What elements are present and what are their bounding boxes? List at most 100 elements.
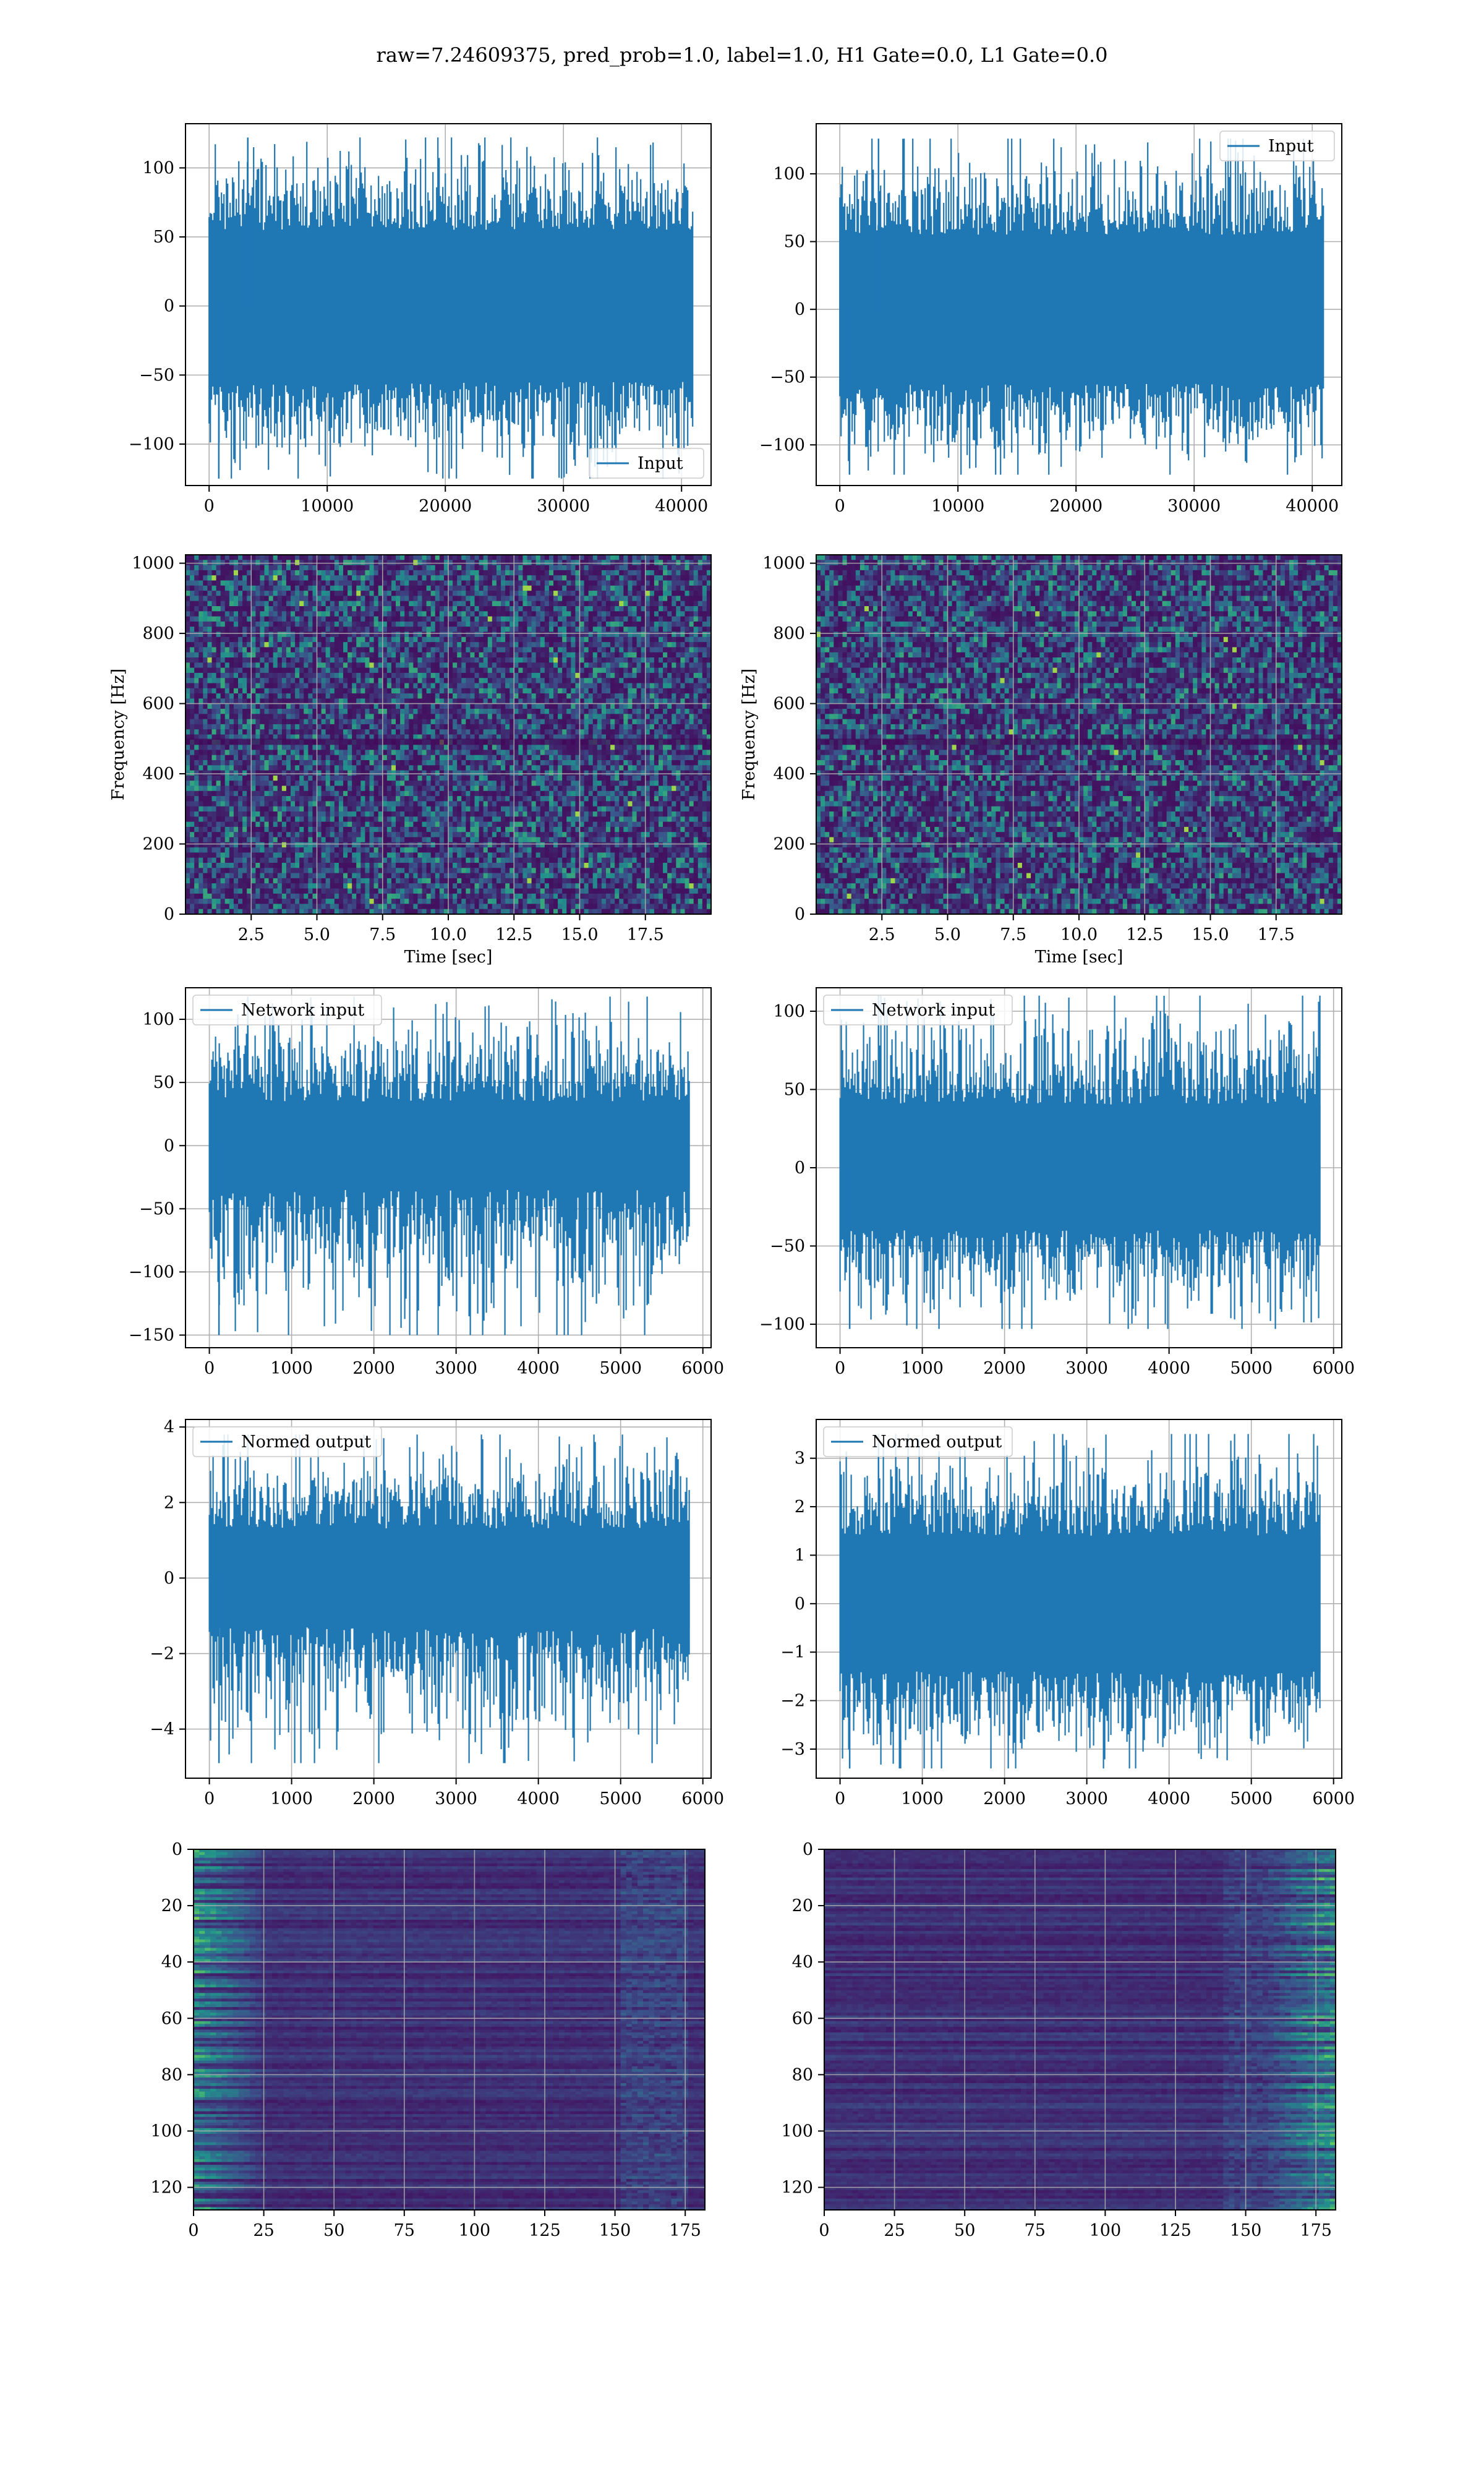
heatmap-cell <box>251 760 256 766</box>
heatmap-cell <box>453 683 458 689</box>
heatmap-cell <box>680 636 686 643</box>
heatmap-cell <box>553 745 558 750</box>
heatmap-cell <box>659 642 663 648</box>
heatmap-cell <box>220 709 226 714</box>
heatmap-cell <box>391 719 396 725</box>
heatmap-cell <box>373 585 379 591</box>
heatmap-cell <box>312 555 318 560</box>
heatmap-cell <box>378 750 383 756</box>
heatmap-cell <box>461 611 466 617</box>
heatmap-cell <box>474 560 480 566</box>
heatmap-cell <box>207 760 213 766</box>
heatmap-cell <box>330 611 335 617</box>
heatmap-cell <box>207 693 213 699</box>
heatmap-cell <box>308 631 313 638</box>
heatmap-cell <box>636 657 642 663</box>
heatmap-cell <box>628 631 633 638</box>
heatmap-cell <box>190 596 195 602</box>
heatmap-cell <box>606 760 611 766</box>
heatmap-cell <box>365 750 370 756</box>
heatmap-cell <box>606 570 611 576</box>
heatmap-cell <box>461 631 466 638</box>
heatmap-cell <box>487 580 493 586</box>
heatmap-cell <box>404 750 409 756</box>
heatmap-cell <box>268 591 274 596</box>
heatmap-cell <box>575 657 581 663</box>
heatmap-cell <box>483 585 488 591</box>
heatmap-cell <box>356 601 361 607</box>
heatmap-cell <box>317 755 322 761</box>
heatmap-cell <box>597 621 602 627</box>
heatmap-cell <box>291 672 296 678</box>
heatmap-cell <box>615 750 620 756</box>
heatmap-cell <box>505 683 510 689</box>
heatmap-cell <box>510 688 514 694</box>
heatmap-cell <box>697 627 703 633</box>
heatmap-cell <box>321 672 326 678</box>
heatmap-cell <box>659 652 663 658</box>
heatmap-cell <box>229 724 234 730</box>
heatmap-cell <box>338 606 344 612</box>
heatmap-cell <box>312 596 318 602</box>
heatmap-cell <box>632 724 638 730</box>
heatmap-cell <box>233 662 239 669</box>
heatmap-cell <box>588 627 594 633</box>
heatmap-cell <box>409 755 414 761</box>
heatmap-cell <box>426 627 432 633</box>
heatmap-cell <box>186 719 190 725</box>
heatmap-cell <box>304 703 309 709</box>
heatmap-cell <box>233 636 239 643</box>
heatmap-cell <box>321 616 326 622</box>
heatmap-cell <box>220 688 226 694</box>
heatmap-cell <box>540 601 545 607</box>
heatmap-cell <box>461 575 466 581</box>
heatmap-cell <box>409 657 414 663</box>
heatmap-cell <box>479 596 484 602</box>
heatmap-cell <box>360 606 366 612</box>
heatmap-cell <box>501 678 506 684</box>
heatmap-cell <box>575 724 581 730</box>
heatmap-cell <box>553 565 558 571</box>
heatmap-cell <box>291 755 296 761</box>
heatmap-cell <box>334 652 339 658</box>
heatmap-cell <box>663 683 668 689</box>
heatmap-cell <box>531 601 537 607</box>
heatmap-cell <box>676 647 681 653</box>
heatmap-cell <box>558 667 563 674</box>
heatmap-cell <box>649 642 655 648</box>
heatmap-cell <box>439 662 445 669</box>
heatmap-cell <box>610 606 615 612</box>
heatmap-cell <box>400 621 405 627</box>
heatmap-cell <box>378 719 383 725</box>
heatmap-cell <box>501 657 506 663</box>
heatmap-cell <box>623 678 629 684</box>
heatmap-cell <box>190 601 195 607</box>
heatmap-cell <box>684 596 690 602</box>
heatmap-cell <box>575 647 581 653</box>
heatmap-cell <box>466 750 471 756</box>
heatmap-cell <box>479 636 484 643</box>
heatmap-cell <box>588 667 594 674</box>
heatmap-cell <box>474 683 480 689</box>
heatmap-cell <box>343 591 348 596</box>
heatmap-cell <box>330 662 335 669</box>
heatmap-cell <box>566 591 571 596</box>
heatmap-cell <box>628 560 633 566</box>
heatmap-cell <box>623 724 629 730</box>
heatmap-cell <box>378 709 383 714</box>
heatmap-cell <box>325 555 331 560</box>
heatmap-cell <box>308 719 313 725</box>
heatmap-cell <box>207 606 213 612</box>
heatmap-cell <box>343 657 348 663</box>
heatmap-cell <box>242 627 247 633</box>
heatmap-cell <box>325 709 331 714</box>
heatmap-cell <box>548 703 554 709</box>
heatmap-cell <box>417 627 423 633</box>
heatmap-cell <box>584 678 589 684</box>
heatmap-cell <box>334 755 339 761</box>
heatmap-cell <box>659 709 663 714</box>
heatmap-cell <box>527 585 532 591</box>
heatmap-cell <box>540 616 545 622</box>
heatmap-spectrogram-h1 <box>186 555 711 914</box>
heatmap-cell <box>553 719 558 725</box>
